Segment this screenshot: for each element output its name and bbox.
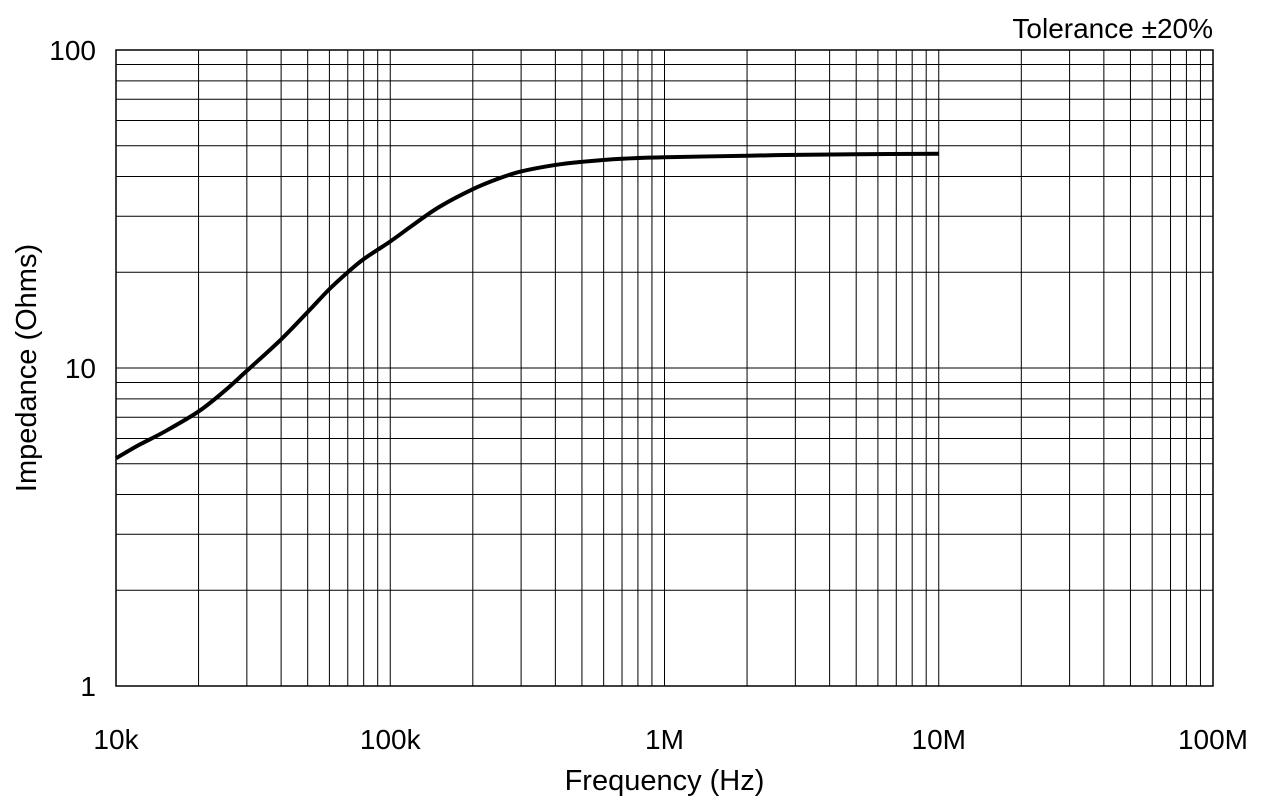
series-layer — [114, 151, 939, 461]
x-tick-label: 100M — [1178, 724, 1248, 755]
grid-layer — [115, 50, 1213, 687]
tick-label-layer: 10k 100k 1M 10M 100M 1 10 100 — [49, 35, 1248, 755]
x-tick-label: 10k — [93, 724, 139, 755]
tolerance-note: Tolerance ±20% — [1012, 13, 1213, 44]
plot-frame — [115, 49, 1214, 687]
x-tick-label: 100k — [360, 724, 422, 755]
y-axis-label: Impedance (Ohms) — [11, 244, 43, 492]
x-axis-label: Frequency (Hz) — [565, 765, 765, 797]
y-tick-label: 100 — [49, 35, 96, 66]
x-tick-label: 1M — [645, 724, 684, 755]
x-tick-label: 10M — [912, 724, 966, 755]
impedance-curve — [114, 151, 939, 461]
y-tick-label: 1 — [80, 671, 96, 702]
y-tick-label: 10 — [65, 353, 96, 384]
